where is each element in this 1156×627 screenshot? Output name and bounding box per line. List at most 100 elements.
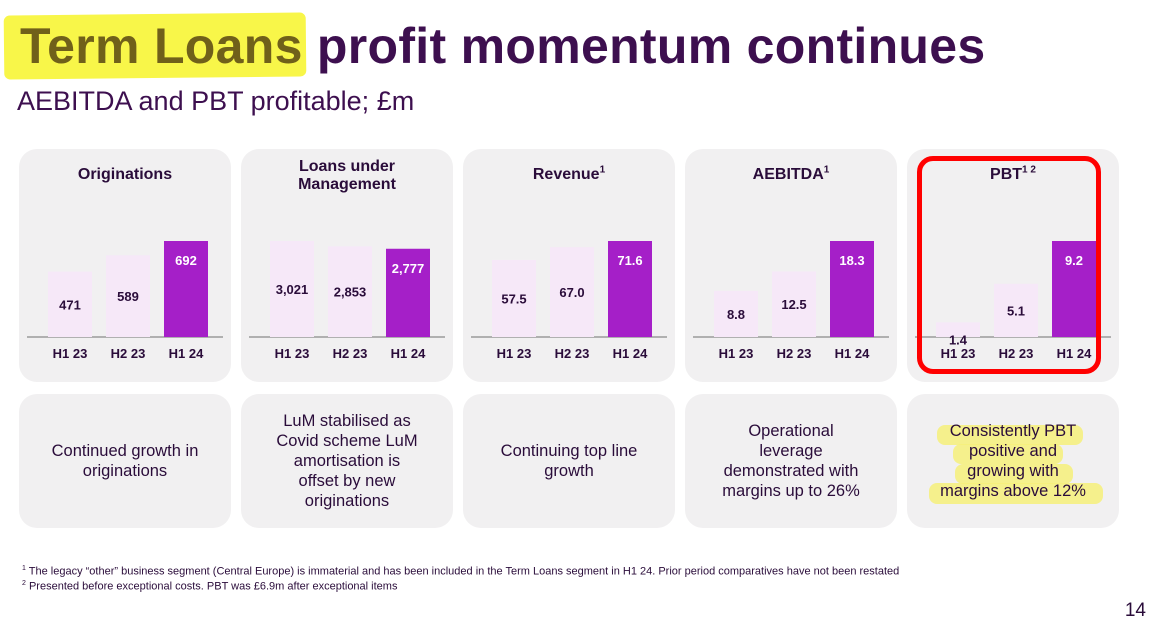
note-originations: Continued growth in originations [51, 442, 199, 480]
chart-category-label: H2 23 [111, 346, 146, 361]
chart-bar [270, 241, 314, 337]
chart-bar [994, 283, 1038, 337]
chart-title: Loans under Management [241, 158, 453, 194]
chart-bar [328, 246, 372, 337]
page-number: 14 [1124, 600, 1146, 621]
chart-title-line: AEBITDA [752, 166, 824, 183]
footnote-2-marker: 2 [22, 580, 26, 588]
note-aebitda: Operational leverage demonstrated with m… [722, 422, 860, 500]
chart-bar [772, 271, 816, 337]
note-panel-lum: LuM stabilised as Covid scheme LuM amort… [241, 394, 453, 528]
chart-data-label: 57.5 [501, 291, 526, 306]
chart-svg: 57.5 H1 23 67.0 H2 23 71.6 H1 24 [471, 241, 667, 361]
chart-title-line: PBT [990, 166, 1023, 183]
chart-panel-originations: 471 H1 23 589 H2 23 692 H1 24 Originations [19, 149, 231, 382]
chart-bar [164, 241, 208, 337]
note-highlight-mark [937, 425, 1083, 445]
chart-category-label: H1 24 [391, 346, 426, 361]
chart-pbt: 1.4 H1 23 5.1 H2 23 9.2 H1 24 PBT1 2 [907, 149, 1119, 382]
chart-category-label: H1 24 [1057, 346, 1092, 361]
note-panel-originations: Continued growth in originations [19, 394, 231, 528]
chart-data-label: 9.2 [1065, 253, 1083, 268]
chart-data-label: 471 [59, 297, 81, 312]
chart-category-label: H1 23 [941, 346, 976, 361]
footnote-1: 1 The legacy “other” business segment (C… [22, 563, 899, 578]
chart-panel-loans-under-management: 3,021 H1 23 2,853 H2 23 2,777 H1 24 Loans unde… [241, 149, 453, 382]
chart-category-label: H1 23 [497, 346, 532, 361]
chart-bar [492, 259, 536, 337]
chart-revenue: 57.5 H1 23 67.0 H2 23 71.6 H1 24 Revenue1 [463, 149, 675, 382]
annotation-red-box [917, 156, 1101, 374]
chart-panel-pbt: 1.4 H1 23 5.1 H2 23 9.2 H1 24 PBT1 2 [907, 149, 1119, 382]
chart-category-label: H2 23 [999, 346, 1034, 361]
chart-title-line: Management [298, 176, 396, 193]
chart-title: AEBITDA1 [685, 164, 897, 184]
chart-data-label: 67.0 [559, 285, 584, 300]
chart-bar [936, 322, 980, 337]
note-revenue: Continuing top line growth [500, 442, 638, 480]
note-highlight-mark [953, 444, 1063, 464]
chart-title-line: Revenue [532, 166, 600, 183]
chart-data-label: 8.8 [727, 307, 745, 322]
chart-data-label: 692 [175, 253, 197, 268]
chart-data-label: 5.1 [1007, 303, 1025, 318]
note-panel-pbt: Consistently PBT positive and growing wi… [907, 394, 1119, 528]
footnote-1-marker: 1 [22, 565, 26, 572]
chart-title: Originations [19, 166, 231, 184]
page-title: Term Loans profit momentum continues [20, 16, 986, 76]
chart-panel-aebitda: 8.8 H1 23 12.5 H2 23 18.3 H1 24 AEBITDA1 [685, 149, 897, 382]
chart-title: PBT1 2 [907, 164, 1119, 184]
chart-panel-revenue: 57.5 H1 23 67.0 H2 23 71.6 H1 24 Revenue1 [463, 149, 675, 382]
chart-bar [550, 247, 594, 337]
note-lum: LuM stabilised as Covid scheme LuM amort… [276, 412, 418, 510]
chart-data-label: 2,853 [334, 285, 367, 300]
chart-title-footnote-marker: 1 [823, 164, 830, 176]
chart-title-line: Originations [77, 166, 173, 183]
chart-category-label: H1 24 [169, 346, 204, 361]
footnotes: 1 The legacy “other” business segment (C… [22, 563, 899, 593]
chart-title-footnote-marker: 1 [599, 164, 606, 176]
chart-category-label: H2 23 [333, 346, 368, 361]
chart-data-label: 1.4 [949, 332, 968, 347]
chart-data-label: 12.5 [781, 297, 806, 312]
note-highlight-mark [929, 483, 1103, 504]
chart-svg: 3,021 H1 23 2,853 H2 23 2,777 H1 24 [249, 241, 445, 361]
title-rest-text: profit momentum continues [302, 18, 986, 74]
chart-bar [48, 271, 92, 337]
page-subtitle: AEBITDA and PBT profitable; £m [17, 86, 415, 116]
chart-title-line: Loans under [298, 158, 395, 175]
note-pbt: Consistently PBT positive and growing wi… [940, 422, 1086, 500]
chart-category-label: H1 23 [275, 346, 310, 361]
chart-category-label: H1 24 [613, 346, 648, 361]
chart-bar [106, 255, 150, 337]
chart-aebitda: 8.8 H1 23 12.5 H2 23 18.3 H1 24 AEBITDA1 [685, 149, 897, 382]
chart-category-label: H2 23 [777, 346, 812, 361]
chart-data-label: 589 [117, 289, 139, 304]
chart-svg: 8.8 H1 23 12.5 H2 23 18.3 H1 24 [693, 241, 889, 361]
chart-title-footnote-marker: 1 2 [1022, 164, 1036, 176]
chart-bar [714, 290, 758, 337]
footnote-2: 2 Presented before exceptional costs. PB… [22, 578, 899, 593]
chart-bar [386, 248, 430, 337]
chart-loans-under-management: 3,021 H1 23 2,853 H2 23 2,777 H1 24 Loans unde… [241, 149, 453, 382]
chart-data-label: 71.6 [617, 253, 642, 268]
note-highlight-mark [955, 464, 1073, 484]
chart-category-label: H1 23 [53, 346, 88, 361]
chart-svg: 471 H1 23 589 H2 23 692 H1 24 [27, 241, 223, 361]
chart-originations: 471 H1 23 589 H2 23 692 H1 24 Originations [19, 149, 231, 382]
chart-category-label: H2 23 [555, 346, 590, 361]
chart-category-label: H1 23 [719, 346, 754, 361]
title-area: Term Loans profit momentum continues [3, 6, 1004, 80]
chart-data-label: 2,777 [392, 261, 425, 276]
note-panel-revenue: Continuing top line growth [463, 394, 675, 528]
chart-title: Revenue1 [463, 164, 675, 184]
footnote-2-text: Presented before exceptional costs. PBT … [25, 580, 398, 593]
footnote-1-text: The legacy “other” business segment (Cen… [25, 565, 900, 578]
chart-bar [830, 241, 874, 337]
chart-svg: 1.4H1 23 5.1 H2 23 9.2 H1 24 [915, 241, 1111, 361]
title-highlighted-text: Term Loans [20, 18, 303, 74]
chart-data-label: 3,021 [276, 282, 309, 297]
note-panel-aebitda: Operational leverage demonstrated with m… [685, 394, 897, 528]
chart-bar [1052, 241, 1096, 337]
chart-category-label: H1 24 [835, 346, 870, 361]
